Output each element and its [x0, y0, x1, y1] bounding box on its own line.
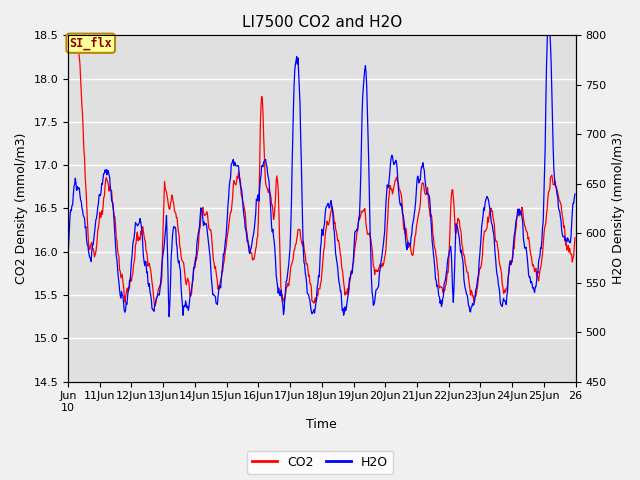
- Title: LI7500 CO2 and H2O: LI7500 CO2 and H2O: [242, 15, 402, 30]
- X-axis label: Time: Time: [307, 419, 337, 432]
- Y-axis label: CO2 Density (mmol/m3): CO2 Density (mmol/m3): [15, 133, 28, 284]
- Y-axis label: H2O Density (mmol/m3): H2O Density (mmol/m3): [612, 132, 625, 285]
- Text: SI_flx: SI_flx: [69, 36, 112, 50]
- Legend: CO2, H2O: CO2, H2O: [247, 451, 393, 474]
